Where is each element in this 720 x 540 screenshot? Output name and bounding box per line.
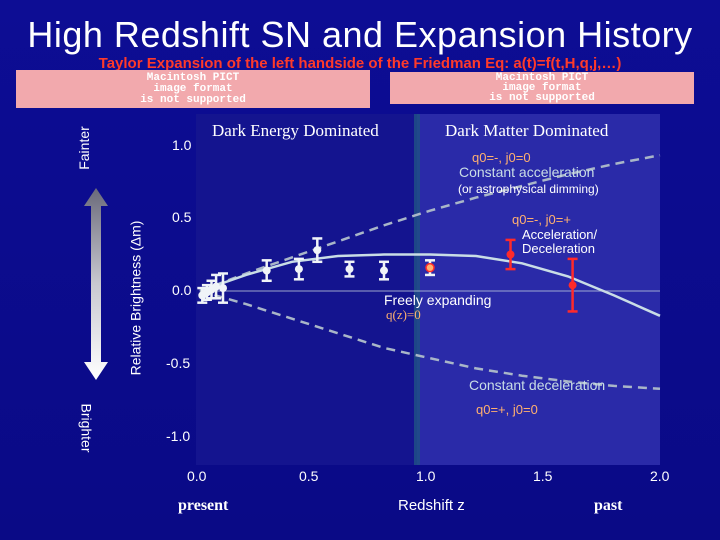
pict-notice-line1: Macintosh PICT [495, 72, 589, 84]
data-point [425, 259, 435, 277]
x-tick-label: 2.0 [650, 468, 670, 484]
data-point [293, 257, 304, 281]
data-point [312, 237, 323, 264]
model-curve-constant-deceleration [199, 289, 661, 391]
data-marker [212, 282, 221, 291]
slide-title: High Redshift SN and Expansion History [27, 14, 693, 55]
dark-matter-header: Dark Matter Dominated [445, 121, 609, 140]
low-model-label: Constant deceleration [469, 377, 606, 393]
dark-energy-header: Dark Energy Dominated [212, 121, 379, 140]
past-label: past [594, 497, 623, 514]
fainter-label: Fainter [75, 126, 92, 170]
data-marker [313, 246, 322, 255]
pict-notice-line2: image format [502, 82, 582, 94]
model-curve-constant-acceleration [199, 153, 661, 293]
data-point [505, 238, 516, 271]
y-tick-label: 1.0 [172, 137, 192, 153]
data-marker [219, 284, 227, 293]
mid-params-label: q0=-, j0=+ [512, 212, 571, 227]
mid-model-label-1: Acceleration/ [522, 227, 598, 242]
y-tick-label: -1.0 [166, 428, 191, 444]
data-marker [345, 265, 354, 274]
y-axis-label: Relative Brightness (Δm) [127, 220, 144, 376]
region-divider [414, 114, 420, 465]
free-params-label: q(z)=0 [386, 307, 421, 322]
brighter-label: Brighter [78, 403, 95, 453]
pict-notice-line1: Macintosh PICT [146, 72, 240, 84]
pict-placeholder-left: Macintosh PICT image format is not suppo… [16, 70, 370, 108]
data-point [261, 259, 272, 283]
model-curve-acceleration-deceleration [199, 253, 661, 317]
x-tick-label: 1.0 [416, 468, 436, 484]
pict-notice-line3: is not supported [489, 92, 595, 104]
x-tick-label: 0.5 [299, 468, 319, 484]
data-marker [380, 266, 388, 275]
low-params-label: q0=+, j0=0 [476, 402, 538, 417]
data-marker [425, 262, 435, 273]
pict-notice-line3: is not supported [140, 94, 246, 106]
data-point [379, 260, 389, 281]
x-tick-label: 1.5 [533, 468, 553, 484]
pict-notice-line2: image format [153, 83, 233, 95]
free-model-label: Freely expanding [384, 292, 492, 308]
y-tick-label: -0.5 [166, 355, 191, 371]
x-axis-label: Redshift z [398, 497, 465, 514]
present-label: present [178, 497, 229, 514]
data-point [344, 260, 355, 278]
slide-subtitle: Taylor Expansion of the left handside of… [98, 55, 622, 72]
data-marker [294, 265, 303, 274]
data-marker [262, 266, 271, 275]
y-tick-label: 0.0 [172, 282, 192, 298]
pict-placeholder-right: Macintosh PICT image format is not suppo… [390, 72, 694, 104]
top-model-note: (or astrophysical dimming) [458, 182, 599, 196]
region-dark-energy [196, 114, 417, 465]
mid-model-label-2: Deceleration [522, 241, 595, 256]
top-params-label: q0=-, j0=0 [472, 150, 531, 165]
data-point [218, 272, 228, 304]
brightness-arrow-icon [84, 188, 108, 380]
top-model-label: Constant acceleration [459, 164, 595, 180]
x-tick-label: 0.0 [187, 468, 207, 484]
data-point [567, 257, 578, 313]
region-dark-matter [417, 114, 660, 465]
data-marker [506, 250, 515, 259]
y-tick-label: 0.5 [172, 209, 192, 225]
data-marker [568, 281, 577, 290]
data-point [211, 273, 222, 300]
